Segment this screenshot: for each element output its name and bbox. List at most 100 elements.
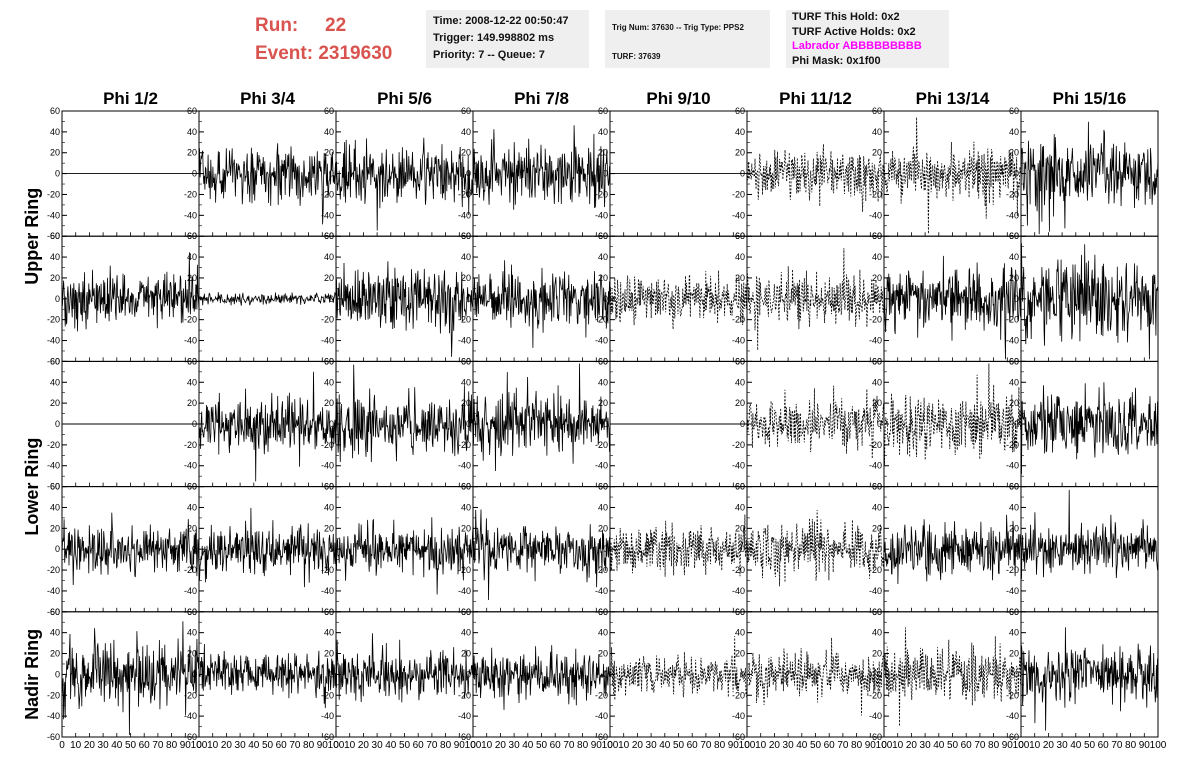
x-tick-label: 30 xyxy=(920,740,932,751)
x-tick-label: 10 xyxy=(618,740,630,751)
waveform-trace xyxy=(883,117,1021,234)
y-tick-label: 40 xyxy=(50,252,60,262)
y-tick-label: -20 xyxy=(1006,440,1019,450)
run-event-box: Run: 22 Event: 2319630 xyxy=(255,12,392,68)
y-tick-label: -40 xyxy=(869,586,882,596)
y-tick-label: -40 xyxy=(595,210,608,220)
x-tick-label: 20 xyxy=(358,740,370,751)
y-tick-label: 20 xyxy=(324,523,334,533)
y-tick-label: 0 xyxy=(740,169,745,179)
waveform-trace xyxy=(472,125,611,210)
y-tick-label: 60 xyxy=(324,231,334,241)
y-tick-label: -40 xyxy=(595,586,608,596)
x-tick-label: 30 xyxy=(1057,740,1069,751)
x-tick-label: 100 xyxy=(465,740,482,751)
y-tick-label: -60 xyxy=(47,482,60,492)
x-tick-label: 10 xyxy=(207,740,219,751)
y-tick-label: 40 xyxy=(872,377,882,387)
x-tick-label: 100 xyxy=(328,740,345,751)
y-tick-label: 60 xyxy=(50,482,60,492)
y-tick-label: 20 xyxy=(324,148,334,158)
waveform-trace xyxy=(198,291,337,306)
y-tick-label: 60 xyxy=(50,356,60,366)
y-tick-label: 20 xyxy=(735,148,745,158)
y-tick-label: 60 xyxy=(1009,356,1019,366)
y-tick-label: -20 xyxy=(732,565,745,575)
turf-text: TURF: 37639 xyxy=(612,52,661,61)
y-tick-label: -40 xyxy=(458,711,471,721)
y-tick-label: -40 xyxy=(47,586,60,596)
ring-label: Nadir Ring xyxy=(22,629,42,720)
x-tick-label: 90 xyxy=(1002,740,1014,751)
y-tick-label: 40 xyxy=(598,127,608,137)
phi-mask-text: Phi Mask: 0x1f00 xyxy=(792,54,881,67)
waveform-trace xyxy=(335,137,474,231)
y-tick-label: 20 xyxy=(187,649,197,659)
y-tick-label: -40 xyxy=(1006,461,1019,471)
waveform-trace xyxy=(1020,627,1159,731)
waveform-trace xyxy=(746,509,885,587)
y-tick-label: 0 xyxy=(329,544,334,554)
y-tick-label: 60 xyxy=(461,356,471,366)
x-tick-label: 40 xyxy=(933,740,945,751)
column-header: Phi 7/8 xyxy=(514,89,569,108)
y-tick-label: -60 xyxy=(47,356,60,366)
x-tick-label: 60 xyxy=(824,740,836,751)
panel-frame xyxy=(609,486,748,613)
event-label: Event: xyxy=(255,43,314,64)
y-tick-label: 20 xyxy=(187,398,197,408)
run-value: 22 xyxy=(325,15,347,36)
y-tick-label: 20 xyxy=(324,398,334,408)
y-tick-label: 20 xyxy=(461,523,471,533)
column-header: Phi 13/14 xyxy=(916,89,990,108)
y-tick-label: -60 xyxy=(732,732,745,742)
y-tick-label: 60 xyxy=(50,106,60,116)
waveform-trace xyxy=(61,621,200,735)
x-tick-label: 50 xyxy=(1084,740,1096,751)
y-tick-label: 40 xyxy=(461,502,471,512)
y-tick-label: 0 xyxy=(740,294,745,304)
y-tick-label: -40 xyxy=(184,586,197,596)
y-tick-label: 20 xyxy=(50,649,60,659)
x-tick-label: 0 xyxy=(333,740,339,751)
y-tick-label: -20 xyxy=(732,189,745,199)
y-tick-label: 60 xyxy=(872,356,882,366)
x-tick-label: 0 xyxy=(881,740,887,751)
y-tick-label: -40 xyxy=(1006,210,1019,220)
y-tick-label: -20 xyxy=(1006,565,1019,575)
y-tick-label: 40 xyxy=(461,628,471,638)
y-tick-label: 60 xyxy=(598,231,608,241)
y-tick-label: 40 xyxy=(50,502,60,512)
y-tick-label: 60 xyxy=(324,607,334,617)
y-tick-label: -40 xyxy=(47,711,60,721)
waveform-trace xyxy=(472,260,611,348)
x-tick-label: 20 xyxy=(632,740,644,751)
y-tick-label: 60 xyxy=(461,607,471,617)
y-tick-label: 40 xyxy=(1009,252,1019,262)
y-tick-label: 0 xyxy=(55,669,60,679)
y-tick-label: 20 xyxy=(187,523,197,533)
y-tick-label: -40 xyxy=(184,711,197,721)
y-tick-label: 40 xyxy=(598,252,608,262)
y-tick-label: 60 xyxy=(1009,482,1019,492)
y-tick-label: 60 xyxy=(735,106,745,116)
x-tick-label: 70 xyxy=(289,740,301,751)
x-tick-label: 70 xyxy=(152,740,164,751)
y-tick-label: 20 xyxy=(735,649,745,659)
waveform-trace xyxy=(609,514,748,577)
y-tick-label: 40 xyxy=(1009,377,1019,387)
x-tick-label: 40 xyxy=(248,740,260,751)
y-tick-label: 40 xyxy=(324,252,334,262)
waveform-trace xyxy=(883,255,1022,360)
waveform-trace xyxy=(198,143,337,225)
y-tick-label: -40 xyxy=(321,336,334,346)
x-tick-label: 0 xyxy=(1018,740,1024,751)
x-tick-label: 60 xyxy=(413,740,425,751)
y-tick-label: 40 xyxy=(735,628,745,638)
x-tick-label: 40 xyxy=(796,740,808,751)
y-tick-label: 0 xyxy=(877,544,882,554)
waveform-trace xyxy=(746,637,885,716)
column-header: Phi 9/10 xyxy=(646,89,710,108)
hold-info-panel: TURF This Hold: 0x2 TURF Active Holds: 0… xyxy=(786,10,949,68)
waveform-trace xyxy=(61,252,200,332)
